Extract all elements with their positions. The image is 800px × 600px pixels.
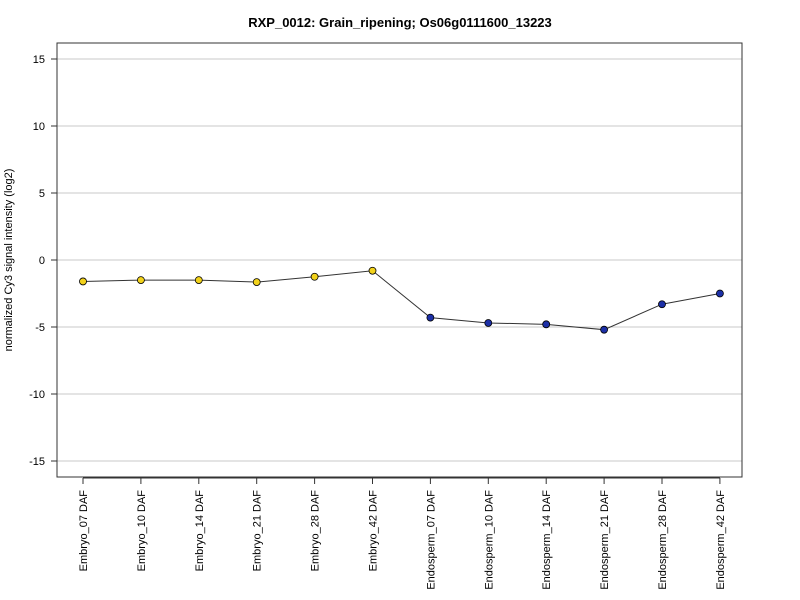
x-axis: Embryo_07 DAF Embryo_10 DAF Embryo_14 DAF E… [78,477,727,590]
series-line [82,270,720,331]
chart-title: RXP_0012: Grain_ripening; Os06g0111600_1… [248,15,552,30]
x-tick-label: Endosperm_21 DAF [599,490,611,590]
data-point [136,276,145,285]
data-point [600,325,608,334]
x-tick-label: Endosperm_14 DAF [541,490,553,590]
y-axis-title: normalized Cy3 signal intensity (log2) [3,169,15,352]
y-tick-label: 0 [39,255,45,267]
data-point [484,319,493,327]
y-tick-label: 10 [33,121,45,133]
data-point [368,266,377,275]
series-layer [79,266,724,334]
data-point [542,320,551,329]
x-tick-label: Endosperm_28 DAF [657,490,669,590]
grid-lines [57,58,742,462]
x-tick-label: Embryo_28 DAF [310,490,322,572]
x-tick-label: Endosperm_42 DAF [715,490,727,590]
y-tick-label: 15 [33,54,45,66]
data-point [79,277,87,286]
data-point [426,313,435,322]
data-point [658,300,666,309]
data-point [252,278,261,287]
y-axis: -15 -10 -5 0 5 10 15 [29,54,57,468]
x-tick-label: Endosperm_07 DAF [425,490,437,590]
x-tick-label: Embryo_07 DAF [78,490,90,572]
data-point [310,272,319,281]
y-tick-label: -10 [29,389,45,401]
x-tick-label: Embryo_42 DAF [368,490,380,572]
x-tick-label: Embryo_14 DAF [194,490,206,572]
data-point [716,289,724,298]
y-tick-label: 5 [39,188,45,200]
x-tick-label: Embryo_10 DAF [136,490,148,572]
x-tick-label: Endosperm_10 DAF [483,490,495,590]
y-tick-label: -15 [29,456,45,468]
x-tick-label: Embryo_21 DAF [252,490,264,572]
data-point [194,276,203,285]
y-tick-label: -5 [35,322,45,334]
